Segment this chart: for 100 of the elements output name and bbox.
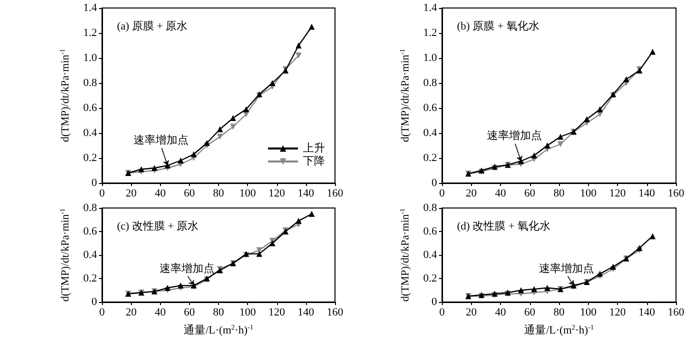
y-tick-label: 0 bbox=[432, 177, 438, 189]
y-tick-label: 0.2 bbox=[423, 152, 437, 164]
x-tick-label: 60 bbox=[184, 306, 196, 318]
x-tick-label: 40 bbox=[154, 306, 166, 318]
x-tick-label: 100 bbox=[580, 188, 597, 200]
y-tick-label: 0.8 bbox=[83, 202, 98, 214]
point bbox=[650, 48, 656, 55]
x-tick-label: 20 bbox=[126, 306, 138, 318]
y-tick-label: 0.6 bbox=[423, 102, 438, 114]
y-tick-label: 0.4 bbox=[423, 127, 438, 139]
x-tick-label: 160 bbox=[326, 306, 344, 318]
y-tick-label: 0 bbox=[92, 296, 98, 308]
point bbox=[623, 76, 630, 82]
point bbox=[178, 158, 184, 164]
point bbox=[650, 233, 656, 240]
point bbox=[636, 244, 642, 251]
point bbox=[216, 134, 223, 140]
y-tick-label: 1.4 bbox=[423, 2, 438, 14]
y-tick-label: 0.4 bbox=[83, 249, 98, 261]
point bbox=[544, 142, 550, 148]
x-tick-label: 60 bbox=[524, 188, 536, 200]
x-tick-label: 100 bbox=[580, 306, 597, 318]
y-tick-label: 1.0 bbox=[423, 52, 438, 64]
y-tick-label: 0.8 bbox=[423, 77, 438, 89]
y-tick-label: 0 bbox=[432, 296, 438, 308]
annotation: 速率增加点 bbox=[159, 262, 214, 275]
text: (c) 改性膜 + 原水 bbox=[117, 220, 199, 232]
y-tick-label: 0.2 bbox=[83, 272, 97, 284]
point bbox=[151, 165, 158, 171]
x-tick-label: 0 bbox=[99, 188, 106, 200]
y-tick-label: 0.8 bbox=[83, 77, 98, 89]
y-tick-label: 0.8 bbox=[423, 202, 438, 214]
point bbox=[138, 166, 144, 172]
y-tick-label: 0.4 bbox=[423, 249, 438, 261]
x-tick-label: 160 bbox=[668, 188, 685, 200]
x-tick-label: 40 bbox=[495, 306, 506, 318]
x-tick-label: 140 bbox=[298, 188, 315, 200]
x-tick-label: 80 bbox=[554, 306, 565, 318]
y-tick-label: 0.4 bbox=[83, 127, 98, 139]
point bbox=[296, 52, 302, 58]
x-tick-label: 0 bbox=[99, 306, 106, 318]
point bbox=[216, 126, 223, 132]
annotation: 速率增加点 bbox=[486, 129, 542, 142]
point bbox=[531, 152, 538, 158]
point bbox=[256, 250, 262, 257]
x-tick-label: 120 bbox=[268, 188, 286, 200]
legend-label: 下降 bbox=[303, 156, 325, 168]
y-tick-label: 0 bbox=[92, 177, 98, 189]
x-tick-label: 20 bbox=[466, 188, 478, 200]
x-tick-label: 120 bbox=[268, 306, 286, 318]
x-tick-label: 0 bbox=[439, 306, 446, 318]
point bbox=[296, 218, 302, 224]
point bbox=[584, 116, 590, 122]
x-tick-label: 140 bbox=[638, 306, 656, 318]
point bbox=[544, 284, 550, 291]
point bbox=[596, 106, 603, 112]
point bbox=[518, 287, 524, 294]
text: (b) 原膜 + 氧化水 bbox=[457, 20, 540, 32]
x-tick-label: 140 bbox=[638, 188, 656, 200]
x-tick-label: 60 bbox=[524, 306, 536, 318]
x-tick-label: 40 bbox=[154, 188, 166, 200]
point bbox=[243, 106, 250, 112]
point bbox=[531, 286, 538, 292]
point bbox=[164, 284, 171, 291]
point bbox=[296, 42, 302, 48]
x-tick-label: 80 bbox=[213, 306, 224, 318]
y-tick-label: 1.2 bbox=[83, 27, 97, 39]
x-tick-label: 100 bbox=[239, 306, 256, 318]
y-tick-label: 0.6 bbox=[423, 226, 438, 238]
x-tick-label: 140 bbox=[298, 306, 315, 318]
annotation: 速率增加点 bbox=[134, 134, 189, 147]
y-tick-label: 0.6 bbox=[83, 226, 98, 238]
x-tick-label: 160 bbox=[326, 188, 344, 200]
y-tick-label: 1.4 bbox=[83, 2, 98, 14]
x-tick-label: 20 bbox=[466, 306, 478, 318]
x-tick-label: 40 bbox=[495, 188, 506, 200]
x-tick-label: 20 bbox=[126, 188, 138, 200]
x-tick-label: 120 bbox=[609, 306, 626, 318]
point bbox=[269, 240, 276, 246]
annotation: 速率增加点 bbox=[539, 262, 594, 275]
y-tick-label: 1.0 bbox=[83, 52, 98, 64]
x-tick-label: 80 bbox=[213, 188, 224, 200]
x-tick-label: 80 bbox=[554, 188, 565, 200]
point bbox=[308, 24, 315, 30]
point bbox=[308, 210, 315, 217]
x-tick-label: 60 bbox=[184, 188, 196, 200]
point bbox=[596, 270, 603, 277]
point bbox=[557, 134, 564, 140]
text: (a) 原膜 + 原水 bbox=[117, 20, 188, 32]
y-tick-label: 0.2 bbox=[423, 272, 437, 284]
text: (d) 改性膜 + 氧化水 bbox=[457, 220, 550, 232]
y-tick-label: 0.6 bbox=[83, 102, 98, 114]
legend-label: 上升 bbox=[303, 142, 325, 154]
point bbox=[557, 141, 564, 148]
point bbox=[269, 80, 276, 86]
x-tick-label: 120 bbox=[609, 188, 626, 200]
y-tick-label: 0.2 bbox=[83, 152, 97, 164]
point bbox=[204, 140, 210, 146]
point bbox=[230, 115, 236, 121]
x-tick-label: 160 bbox=[668, 306, 685, 318]
